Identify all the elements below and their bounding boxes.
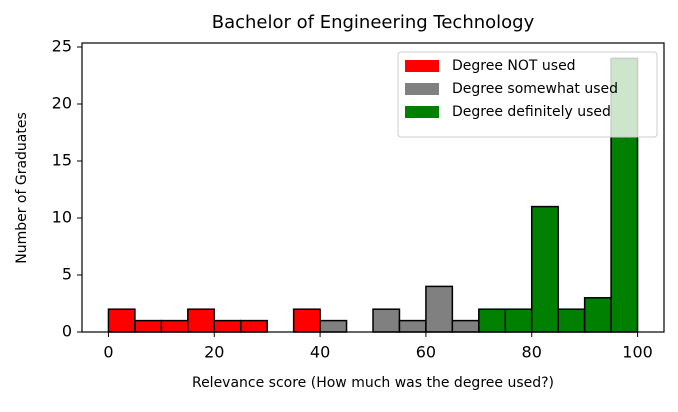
legend-label: Degree definitely used <box>452 104 611 120</box>
x-tick-label: 80 <box>522 343 542 362</box>
bar <box>372 308 401 333</box>
bar <box>530 205 559 333</box>
bar <box>583 297 612 333</box>
x-tick-label: 100 <box>622 343 653 362</box>
x-tick-label: 20 <box>204 343 224 362</box>
y-tick-label: 20 <box>52 93 72 112</box>
bar <box>504 308 533 333</box>
bar <box>478 308 507 333</box>
bar <box>292 308 321 333</box>
bar <box>160 319 189 333</box>
y-axis-label: Number of Graduates <box>14 112 30 264</box>
bar <box>425 285 454 333</box>
bar <box>557 308 586 333</box>
bar <box>107 308 136 333</box>
legend-swatch <box>405 60 439 72</box>
chart-title: Bachelor of Engineering Technology <box>212 12 535 33</box>
legend-label: Degree NOT used <box>452 58 576 74</box>
bar <box>398 319 427 333</box>
legend-swatch <box>405 106 439 118</box>
x-tick-label: 0 <box>103 343 113 362</box>
legend-box <box>397 51 658 138</box>
x-tick-label: 60 <box>416 343 436 362</box>
x-axis-label: Relevance score (How much was the degree… <box>192 375 554 391</box>
plot-frame <box>81 42 665 333</box>
y-tick-label: 0 <box>62 322 72 341</box>
bar <box>213 319 242 333</box>
y-tick-label: 10 <box>52 207 72 226</box>
legend-label: Degree somewhat used <box>452 81 618 97</box>
bar <box>319 319 348 333</box>
y-tick-label: 25 <box>52 36 72 55</box>
bar <box>239 319 268 333</box>
y-tick-label: 5 <box>62 264 72 283</box>
legend-swatch <box>405 83 439 95</box>
x-tick-label: 40 <box>310 343 330 362</box>
bar <box>134 319 163 333</box>
y-tick-label: 15 <box>52 150 72 169</box>
bar <box>451 319 480 333</box>
bar <box>187 308 216 333</box>
